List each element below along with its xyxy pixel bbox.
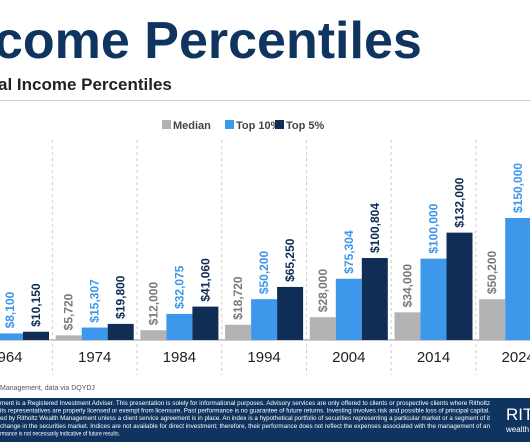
logo: RIT bbox=[506, 405, 530, 424]
value-label: $8,100 bbox=[3, 291, 17, 328]
value-label: $32,075 bbox=[172, 265, 186, 309]
value-label: $100,000 bbox=[427, 203, 441, 253]
source: Management, data via DQYDJ bbox=[0, 385, 95, 392]
bar bbox=[394, 312, 421, 340]
legend-label: Top 10% bbox=[236, 120, 281, 132]
value-label: $75,304 bbox=[342, 230, 356, 274]
bar bbox=[277, 286, 304, 340]
bar bbox=[505, 218, 530, 340]
chart-title: come Percentiles bbox=[0, 12, 422, 70]
bar bbox=[225, 324, 252, 340]
x-tick-label: 1984 bbox=[163, 349, 196, 366]
value-label: $28,000 bbox=[316, 269, 330, 313]
value-label: $5,720 bbox=[62, 293, 76, 330]
divider bbox=[0, 100, 530, 101]
value-label: $19,800 bbox=[114, 275, 128, 319]
x-tick-label: 964 bbox=[0, 349, 23, 366]
value-label: $34,000 bbox=[401, 264, 415, 308]
disclaimer-line: ment is a Registered Investment Adviser.… bbox=[0, 401, 490, 407]
footer-band bbox=[0, 398, 530, 442]
value-label: $132,000 bbox=[453, 177, 467, 227]
value-label: $10,150 bbox=[29, 283, 43, 327]
value-label: $12,000 bbox=[146, 282, 160, 326]
chart-subtitle: al Income Percentiles bbox=[0, 75, 172, 94]
bar bbox=[166, 313, 193, 340]
value-label: $18,720 bbox=[231, 276, 245, 320]
value-label: $15,307 bbox=[88, 279, 102, 323]
value-label: $150,000 bbox=[511, 163, 525, 213]
bar bbox=[55, 335, 82, 340]
bar bbox=[107, 323, 134, 340]
legend-label: Top 5% bbox=[286, 120, 325, 132]
x-tick-label: 2004 bbox=[332, 349, 365, 366]
bar bbox=[251, 299, 278, 340]
bar bbox=[420, 258, 447, 340]
legend-label: Median bbox=[173, 120, 211, 132]
disclaimer-line: change in the securities market. Indices… bbox=[0, 424, 490, 430]
bar bbox=[140, 330, 167, 340]
disclaimer-line: its representatives are properly license… bbox=[0, 409, 490, 415]
bar bbox=[309, 317, 336, 340]
bar bbox=[192, 306, 219, 340]
value-label: $41,060 bbox=[198, 258, 212, 302]
x-tick-label: 1974 bbox=[78, 349, 111, 366]
logo-sub: wealth bbox=[505, 425, 529, 434]
disclaimer-line: rmance is not necessarily indicative of … bbox=[0, 431, 120, 437]
value-label: $65,250 bbox=[283, 238, 297, 282]
x-tick-label: 2024 bbox=[502, 349, 530, 366]
value-label: $100,804 bbox=[368, 203, 382, 253]
bar bbox=[23, 331, 49, 340]
value-label: $50,200 bbox=[257, 250, 271, 294]
bar bbox=[446, 232, 473, 340]
disclaimer-line: ed by Ritholtz Wealth Management unless … bbox=[0, 416, 490, 422]
bar bbox=[479, 299, 506, 340]
bar bbox=[361, 258, 388, 340]
legend-swatch bbox=[225, 120, 234, 129]
bar bbox=[0, 333, 23, 340]
x-tick-label: 1994 bbox=[247, 349, 280, 366]
legend-swatch bbox=[275, 120, 284, 129]
value-label: $50,200 bbox=[485, 250, 499, 294]
x-tick-label: 2014 bbox=[417, 349, 450, 366]
legend-swatch bbox=[162, 120, 171, 129]
bar bbox=[81, 327, 108, 340]
bar bbox=[335, 278, 362, 340]
